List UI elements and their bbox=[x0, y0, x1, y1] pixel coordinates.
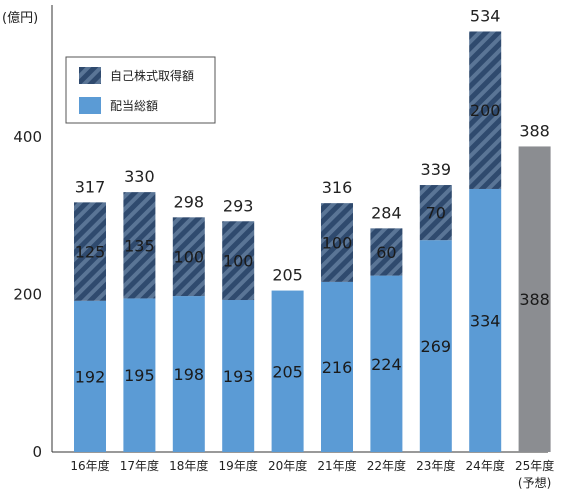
segment-value-label: 269 bbox=[421, 337, 452, 356]
segment-value-label: 100 bbox=[322, 234, 353, 253]
bar-buyback bbox=[469, 31, 502, 189]
segment-value-label: 200 bbox=[470, 101, 501, 120]
bar-forecast bbox=[518, 146, 551, 452]
bar-total-label: 298 bbox=[174, 192, 205, 211]
segment-value-label: 198 bbox=[174, 365, 205, 384]
bar-total-label: 534 bbox=[470, 6, 501, 25]
bar-total-label: 293 bbox=[223, 196, 254, 215]
bar-labels: 192 125 317 195 135 330 198 100 298 193 100 293 205 2… bbox=[75, 6, 550, 386]
x-tick-label: 23年度 bbox=[416, 458, 455, 473]
segment-value-label: 70 bbox=[426, 204, 446, 223]
legend-label-buyback: 自己株式取得額 bbox=[110, 68, 194, 83]
bar-total-label: 284 bbox=[371, 203, 402, 222]
x-tick-label: 25年度 bbox=[515, 458, 554, 473]
y-tick-label: 200 bbox=[13, 286, 42, 304]
x-tick-label: 17年度 bbox=[120, 458, 159, 473]
bar-total-label: 317 bbox=[75, 177, 106, 196]
bar-buyback bbox=[370, 228, 403, 276]
x-tick-labels: 16年度 17年度 18年度 19年度 20年度 21年度 22年度 23年度 24年度 25年度… bbox=[70, 458, 554, 490]
x-tick-label: 16年度 bbox=[70, 458, 109, 473]
bar-buyback bbox=[222, 221, 255, 301]
segment-value-label: 195 bbox=[124, 366, 155, 385]
bar-dividend bbox=[123, 298, 156, 452]
segment-value-label: 135 bbox=[124, 236, 155, 255]
y-tick-label: 400 bbox=[13, 128, 42, 146]
segment-value-label: 205 bbox=[272, 362, 303, 381]
bar-buyback bbox=[172, 217, 205, 297]
segment-value-label: 100 bbox=[174, 248, 205, 267]
bar-dividend bbox=[370, 275, 403, 452]
x-tick-label: 18年度 bbox=[169, 458, 208, 473]
x-tick-label: 22年度 bbox=[367, 458, 406, 473]
x-tick-note: (予想) bbox=[518, 475, 551, 490]
y-tick-label: 0 bbox=[32, 443, 42, 461]
bar-dividend bbox=[172, 296, 205, 452]
bar-dividend bbox=[271, 290, 304, 452]
legend-swatch-buyback bbox=[79, 67, 101, 84]
segment-value-label: 100 bbox=[223, 252, 254, 271]
segment-value-label: 125 bbox=[75, 243, 106, 262]
x-tick-label: 21年度 bbox=[317, 458, 356, 473]
bar-dividend bbox=[321, 281, 353, 452]
x-tick-label: 20年度 bbox=[268, 458, 307, 473]
bar-dividend bbox=[469, 188, 502, 452]
bar-total-label: 205 bbox=[272, 266, 303, 285]
segment-value-label: 216 bbox=[322, 358, 353, 377]
bar-dividend bbox=[222, 300, 255, 452]
bar-dividend bbox=[74, 300, 106, 452]
segment-value-label: 192 bbox=[75, 367, 106, 386]
x-tick-label: 19年度 bbox=[219, 458, 258, 473]
bar-total-label: 388 bbox=[519, 121, 550, 140]
bars bbox=[74, 31, 551, 452]
bar-buyback bbox=[321, 203, 353, 282]
bar-buyback bbox=[419, 185, 452, 241]
segment-value-label: 334 bbox=[470, 311, 501, 330]
bar-total-label: 316 bbox=[322, 178, 353, 197]
bar-total-label: 330 bbox=[124, 167, 155, 186]
y-tick-labels: 0 200 400 bbox=[13, 128, 42, 461]
bar-buyback bbox=[123, 192, 156, 299]
segment-value-label: 224 bbox=[371, 355, 402, 374]
segment-value-label: 60 bbox=[376, 243, 396, 262]
legend-label-dividend: 配当総額 bbox=[110, 99, 158, 113]
x-tick-label: 24年度 bbox=[466, 458, 505, 473]
segment-value-label: 193 bbox=[223, 367, 254, 386]
legend: 自己株式取得額 配当総額 bbox=[65, 56, 216, 124]
bar-dividend bbox=[419, 240, 452, 452]
bar-total-label: 339 bbox=[421, 160, 452, 179]
legend-swatch-dividend bbox=[79, 97, 101, 114]
y-axis-unit-label: (億円) bbox=[2, 10, 38, 26]
bar-buyback bbox=[74, 202, 106, 301]
segment-value-label: 388 bbox=[519, 290, 550, 309]
